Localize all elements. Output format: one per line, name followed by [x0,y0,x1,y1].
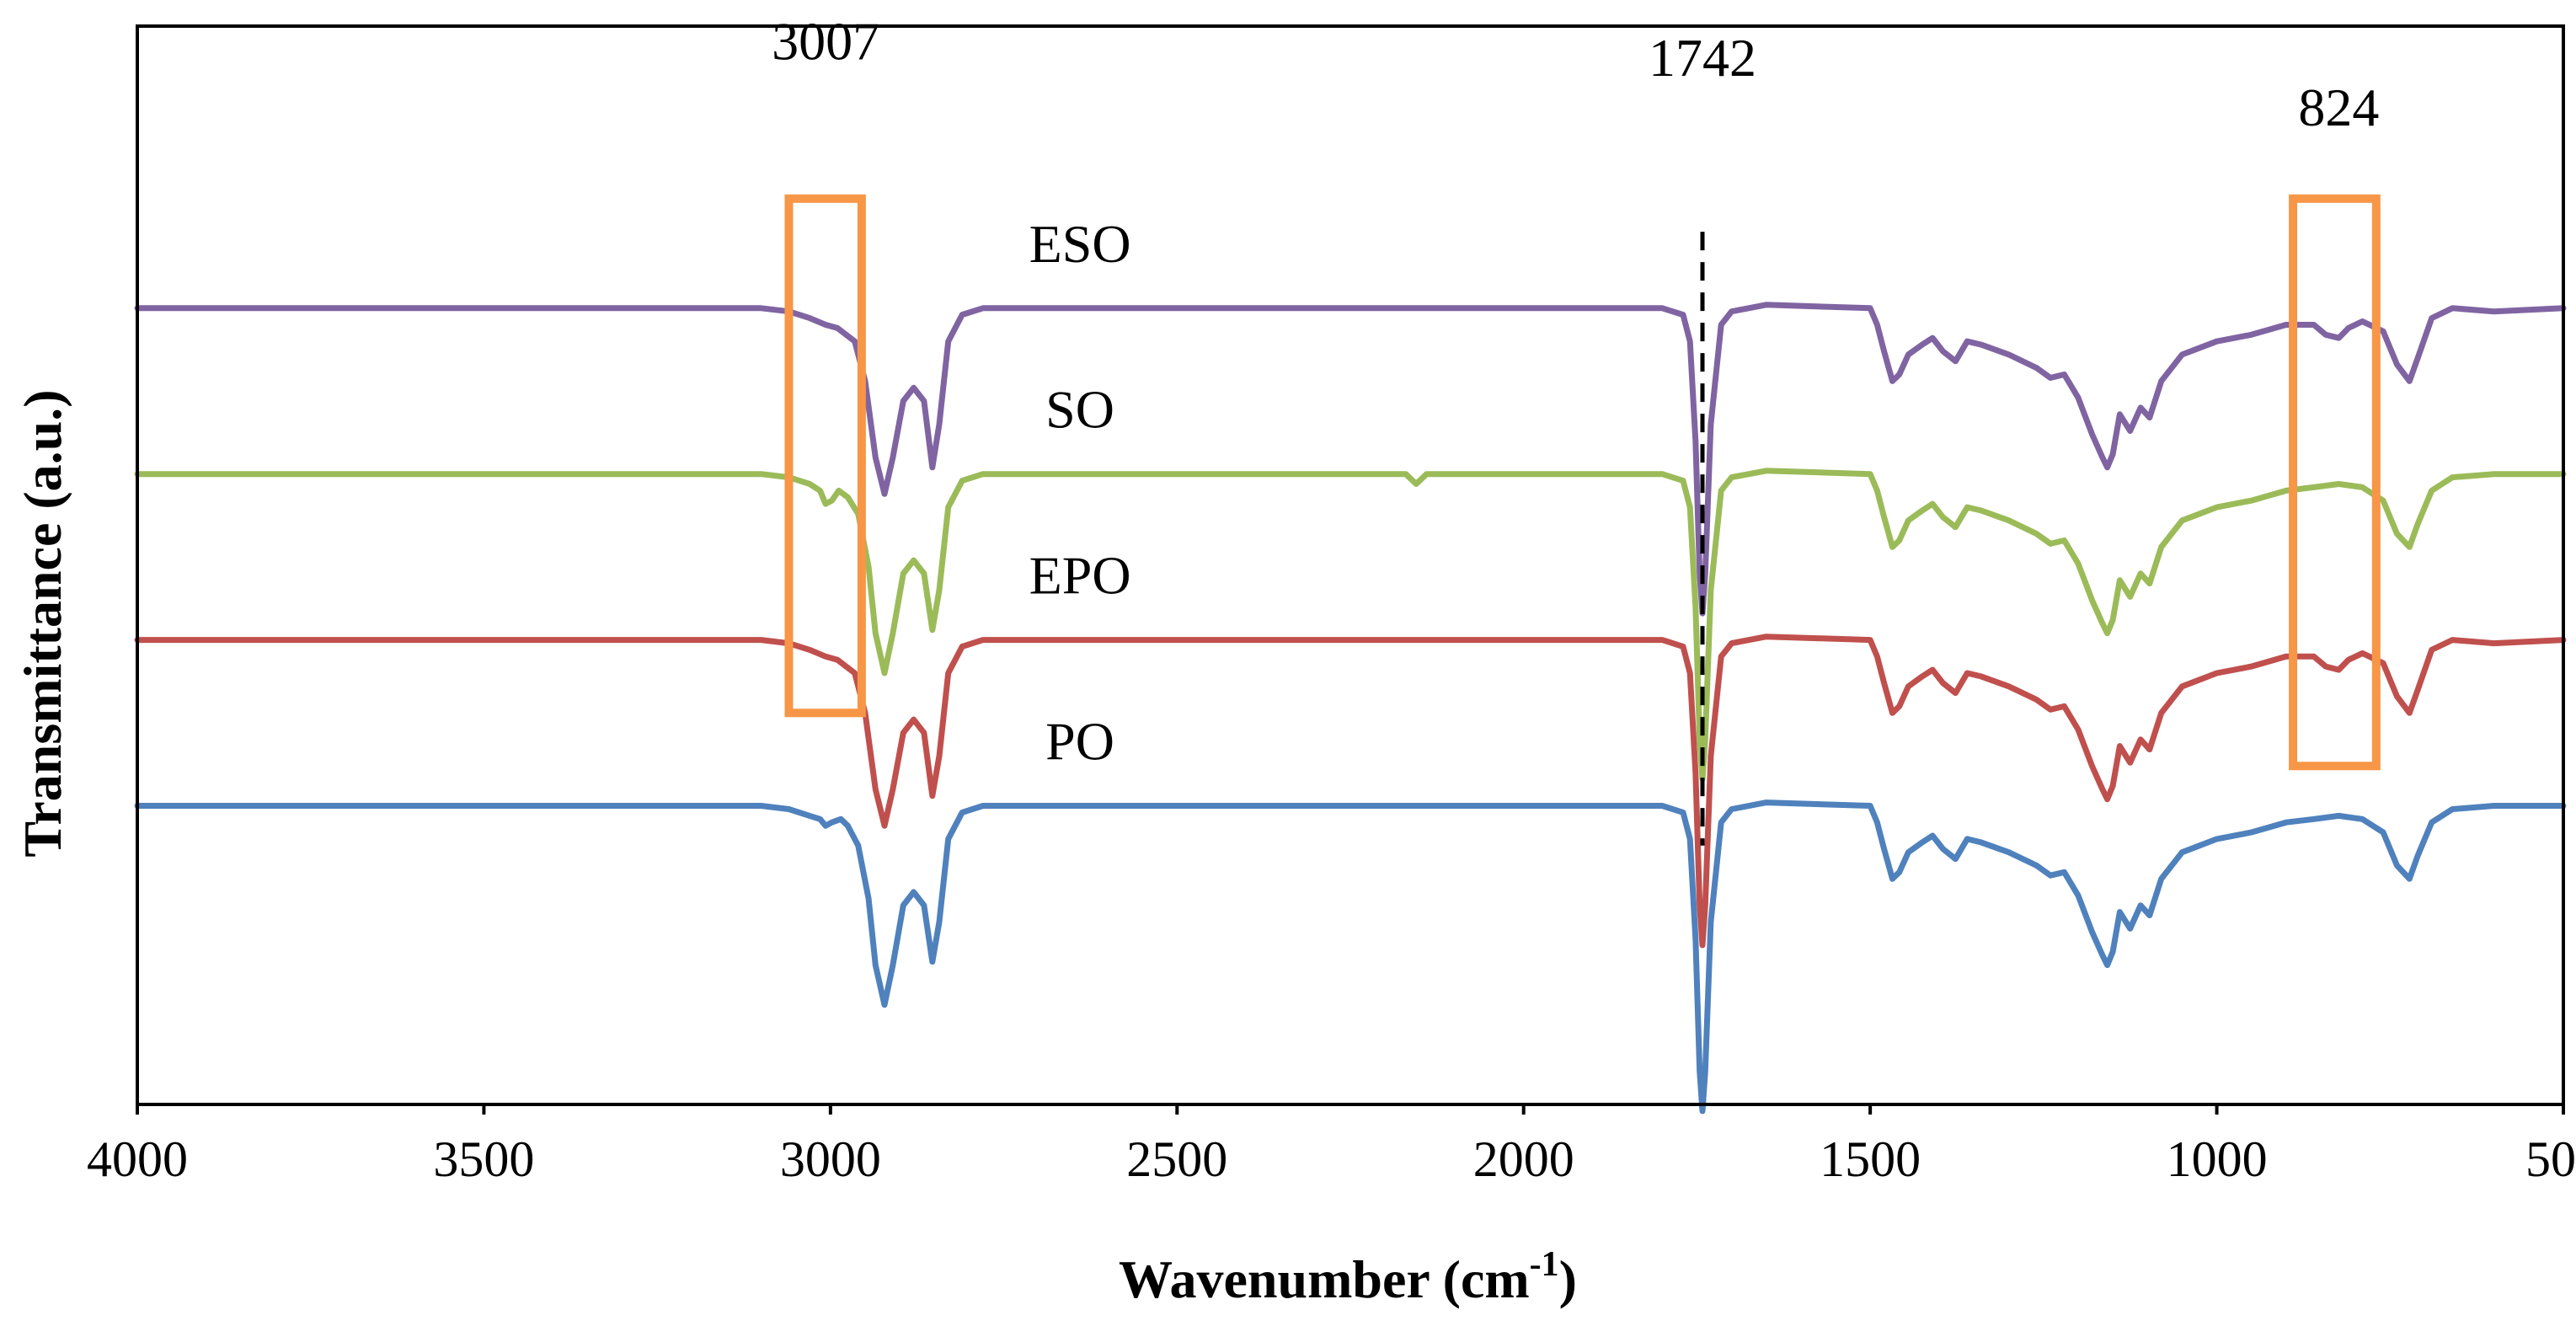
overlay-layer [784,194,2381,846]
x-axis-title-superscript: -1 [1530,1245,1559,1284]
x-axis-title-text: Wavenumber (cm [1119,1249,1530,1309]
highlight-box-3007-band [784,194,866,718]
series-line-po [134,799,2567,1115]
series-label-eso: ESO [1029,214,1131,274]
x-tick-label-1000: 1000 [2167,1131,2268,1187]
peak-annotation-824: 824 [2298,78,2379,137]
series-label-so: SO [1045,380,1114,440]
text-labels: ESO SO EPO PO 3007 1742 824 [772,11,2379,771]
series-line-epo [134,634,2567,949]
series-label-epo: EPO [1029,546,1131,606]
x-axis-title-close: ) [1559,1249,1577,1309]
series-line-so [134,468,2567,783]
y-axis-title: Transmittance (a.u.) [13,389,72,857]
series-line-eso [134,302,2567,617]
x-tick-label-3000: 3000 [780,1131,881,1187]
series-label-po: PO [1045,712,1114,772]
x-tick-label-500: 500 [2525,1131,2576,1187]
plot-area-frame [136,24,2565,1106]
peak-annotation-1742: 1742 [1649,28,1756,88]
x-axis-ticks: 4000 3500 3000 2500 2000 1500 1000 500 [87,1104,2576,1187]
x-tick-label-2500: 2500 [1126,1131,1227,1187]
x-tick-label-1500: 1500 [1820,1131,1921,1187]
x-axis-title: Wavenumber (cm-1) [1119,1245,1577,1309]
x-tick-label-3500: 3500 [433,1131,534,1187]
highlight-box-824-band [2289,194,2381,771]
peak-annotation-3007: 3007 [772,11,879,71]
x-tick-label-2000: 2000 [1473,1131,1574,1187]
series-lines [134,302,2567,1115]
x-tick-label-4000: 4000 [87,1131,188,1187]
